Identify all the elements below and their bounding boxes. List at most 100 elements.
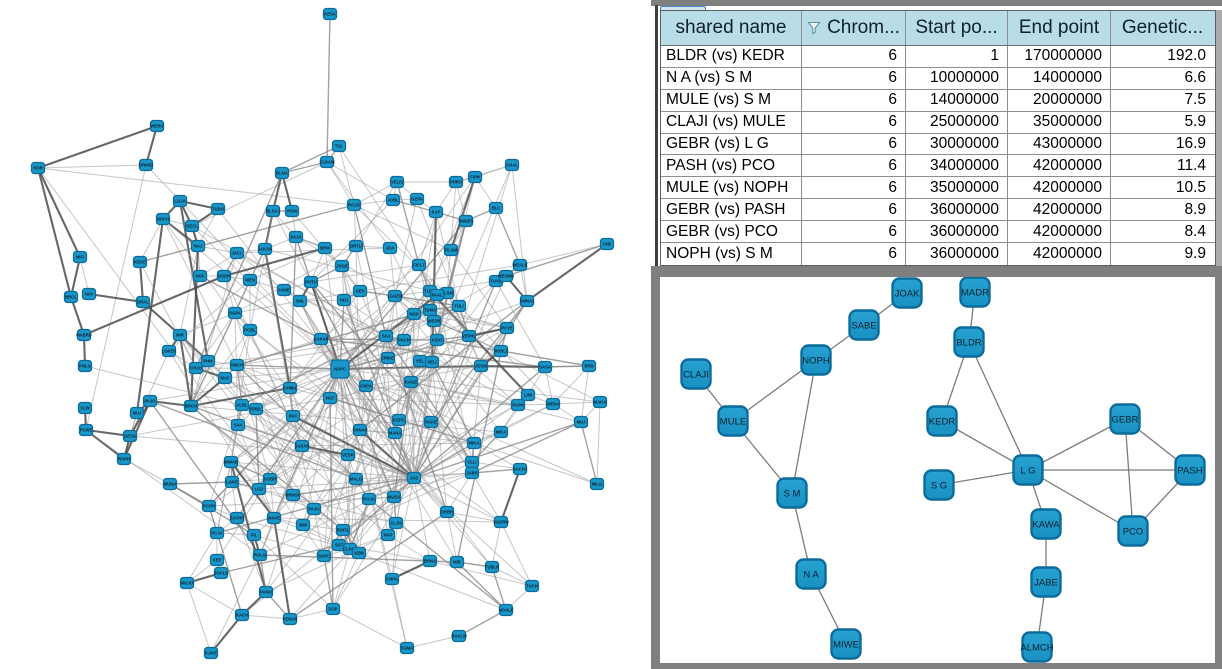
network-node[interactable]: SABE: [848, 309, 880, 341]
network-node[interactable]: ROFIL: [335, 523, 351, 537]
network-node[interactable]: WEN: [242, 273, 258, 287]
network-node[interactable]: SAK: [230, 418, 246, 432]
network-node[interactable]: PAJO: [142, 394, 158, 408]
network-node[interactable]: MUJO: [179, 576, 195, 590]
table-cell[interactable]: 34000000: [906, 155, 1008, 177]
network-node[interactable]: MIKA: [466, 436, 482, 450]
table-cell[interactable]: GEBR (vs) PASH: [661, 199, 802, 221]
network-node[interactable]: LGKEK: [162, 344, 177, 358]
network-node[interactable]: TUDO: [210, 202, 226, 216]
table-cell[interactable]: 42000000: [1008, 199, 1111, 221]
network-node[interactable]: NOPH: [800, 344, 832, 376]
table-row[interactable]: GEBR (vs) PASH 6 36000000 42000000 8.9: [661, 199, 1215, 222]
network-node[interactable]: MUJ: [573, 415, 589, 429]
network-node[interactable]: DRTU: [348, 239, 364, 253]
network-node[interactable]: BLSAJ: [265, 204, 281, 218]
network-node[interactable]: MIR: [172, 328, 188, 342]
network-node[interactable]: JABE: [1030, 566, 1062, 598]
network-node[interactable]: KAKAP: [314, 332, 329, 346]
network-node[interactable]: TUMA: [422, 303, 438, 317]
table-cell[interactable]: 6: [802, 89, 906, 111]
table-row[interactable]: N A (vs) S M 6 10000000 14000000 6.6: [661, 67, 1215, 90]
network-node[interactable]: DRMID: [138, 158, 154, 172]
network-node[interactable]: S M: [776, 477, 808, 509]
table-cell[interactable]: 43000000: [1008, 133, 1111, 155]
network-node[interactable]: JACHS: [229, 511, 244, 525]
table-cell[interactable]: 1: [906, 46, 1008, 67]
table-cell[interactable]: 36000000: [906, 199, 1008, 221]
network-node[interactable]: NOBLT: [493, 344, 509, 358]
table-cell[interactable]: 5.9: [1184, 113, 1206, 131]
network-node[interactable]: JOBL: [385, 193, 401, 207]
table-cell[interactable]: N A (vs) S M: [661, 67, 802, 89]
network-node[interactable]: ROLG: [252, 548, 268, 562]
table-tab-remnant[interactable]: [660, 6, 706, 10]
network-node[interactable]: CLLI: [464, 455, 480, 469]
network-node[interactable]: JABR: [464, 466, 480, 480]
network-node[interactable]: NOCH: [155, 212, 171, 226]
network-node[interactable]: BRCH: [183, 399, 199, 413]
network-node[interactable]: PHM: [200, 354, 216, 368]
table-cell[interactable]: GEBR (vs) L G: [661, 133, 802, 155]
network-node[interactable]: KAWA: [1030, 508, 1062, 540]
table-cell[interactable]: 6: [802, 243, 906, 265]
network-node[interactable]: KEP: [209, 553, 225, 567]
table-cell[interactable]: PASH (vs) PCO: [661, 155, 802, 177]
table-row[interactable]: NOPH (vs) S M 6 36000000 42000000 9.9: [661, 243, 1215, 265]
network-node[interactable]: LGKE: [224, 475, 240, 489]
network-node[interactable]: PASH: [1174, 454, 1206, 486]
network-node[interactable]: ALBL: [234, 398, 250, 412]
column-header-endpoint[interactable]: End point: [1008, 11, 1111, 45]
network-node[interactable]: BRD: [581, 359, 597, 373]
table-cell[interactable]: 8.4: [1184, 222, 1206, 240]
network-node[interactable]: ROM: [284, 204, 300, 218]
network-node[interactable]: WESMN: [498, 269, 514, 283]
network-node[interactable]: S G: [923, 469, 955, 501]
table-cell[interactable]: CLAJI (vs) MULE: [661, 111, 802, 133]
network-node[interactable]: PHTU: [303, 275, 319, 289]
network-edge[interactable]: [1124, 418, 1134, 532]
network-node[interactable]: TUL: [331, 139, 347, 153]
network-node[interactable]: PACH: [396, 333, 412, 347]
network-node[interactable]: GEBR: [1109, 403, 1141, 435]
network-node[interactable]: NAV: [81, 287, 97, 301]
network-node[interactable]: ROALW: [451, 629, 467, 643]
network-node[interactable]: VENAN: [283, 612, 298, 626]
network-node[interactable]: ROPH: [116, 452, 132, 466]
network-node[interactable]: DRAL: [135, 295, 151, 309]
table-cell[interactable]: 25000000: [906, 111, 1008, 133]
network-node[interactable]: KAP: [428, 205, 444, 219]
network-node[interactable]: SGSAR: [295, 439, 310, 453]
network-node[interactable]: LGJA: [172, 194, 188, 208]
network-node[interactable]: SGPA: [227, 306, 243, 320]
table-cell[interactable]: 42000000: [1008, 221, 1111, 243]
network-node[interactable]: SMCH: [229, 358, 245, 372]
network-node[interactable]: DOBR: [262, 472, 278, 486]
network-node[interactable]: MULE: [717, 405, 749, 437]
network-node[interactable]: TULI: [451, 299, 467, 313]
table-cell[interactable]: 8.9: [1184, 200, 1206, 218]
table-cell[interactable]: 35000000: [1008, 111, 1111, 133]
network-node[interactable]: TUBLN: [484, 560, 500, 574]
network-node[interactable]: DRKE: [380, 351, 396, 365]
network-node[interactable]: MILG: [589, 477, 605, 491]
table-cell[interactable]: 36000000: [906, 243, 1008, 265]
table-cell[interactable]: BLDR (vs) KEDR: [661, 46, 802, 67]
network-node[interactable]: SGPC: [316, 549, 332, 563]
network-node[interactable]: PHLG: [77, 359, 93, 373]
network-node[interactable]: CHNAK: [352, 423, 368, 437]
network-node[interactable]: KEKE: [132, 255, 148, 269]
network-node[interactable]: BRW: [317, 241, 333, 255]
table-cell[interactable]: 42000000: [1008, 177, 1111, 199]
table-cell[interactable]: 6: [802, 67, 906, 89]
network-node[interactable]: NAP: [380, 528, 396, 542]
network-node[interactable]: JOA: [382, 241, 398, 255]
main-network-canvas[interactable]: WERO ROR DRMID LGJA NOCH TUDO KESA TUL CLKAM BLNA…: [0, 0, 651, 669]
network-node[interactable]: KEDR: [926, 405, 958, 437]
network-node[interactable]: WEDR: [426, 314, 442, 328]
table-cell[interactable]: 192.0: [1167, 47, 1206, 65]
network-node[interactable]: ALMCH: [1020, 631, 1054, 663]
network-node[interactable]: MIKA: [493, 425, 509, 439]
network-node[interactable]: SGDRM: [493, 515, 509, 529]
table-cell[interactable]: 14000000: [1008, 67, 1111, 89]
